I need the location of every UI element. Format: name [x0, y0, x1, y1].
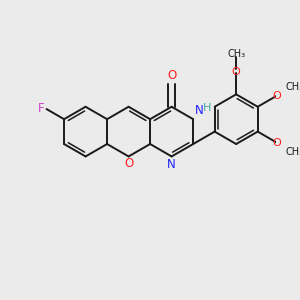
Text: N: N — [195, 104, 204, 117]
Text: CH₃: CH₃ — [286, 147, 300, 157]
Text: CH₃: CH₃ — [227, 49, 245, 59]
Text: O: O — [273, 91, 281, 100]
Text: O: O — [167, 69, 176, 82]
Text: F: F — [38, 102, 45, 115]
Text: O: O — [232, 67, 241, 77]
Text: H: H — [203, 103, 211, 113]
Text: O: O — [124, 158, 133, 170]
Text: O: O — [273, 138, 281, 148]
Text: N: N — [167, 158, 176, 171]
Text: CH₃: CH₃ — [286, 82, 300, 92]
